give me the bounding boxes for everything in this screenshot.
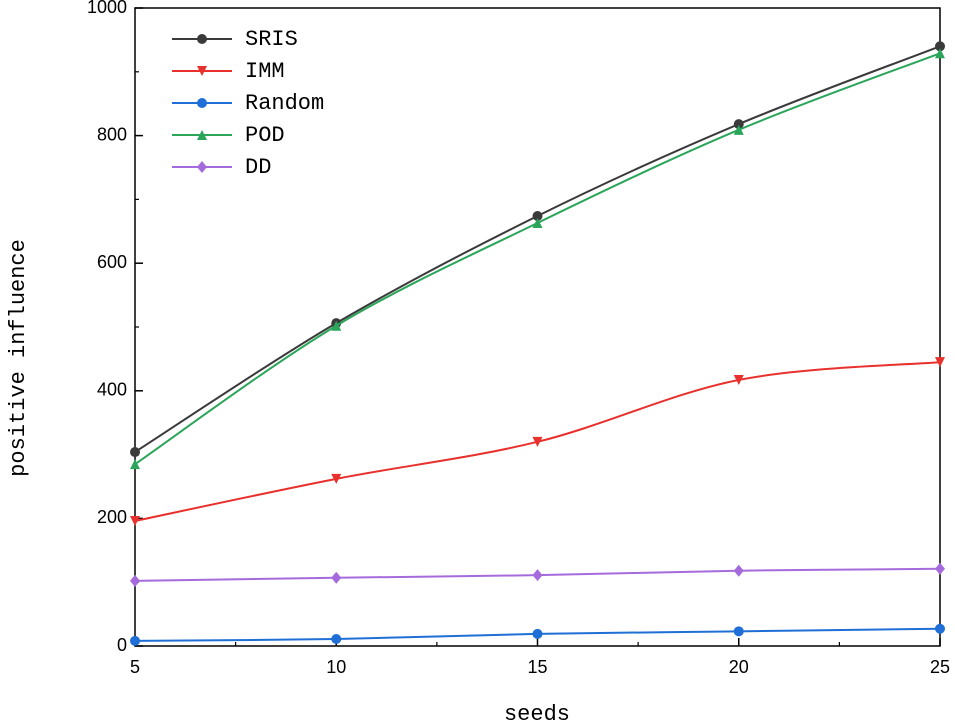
marker	[935, 623, 945, 634]
y-tick-label: 400	[97, 380, 127, 400]
legend-marker	[197, 34, 207, 44]
legend-marker	[197, 66, 207, 76]
x-tick-label: 15	[527, 657, 547, 677]
marker	[532, 628, 543, 639]
marker	[935, 562, 945, 575]
marker	[331, 320, 342, 331]
marker	[935, 357, 945, 368]
marker	[331, 633, 342, 644]
y-tick-label: 600	[97, 252, 127, 272]
x-tick-label: 10	[326, 657, 346, 677]
marker	[532, 436, 543, 447]
legend-label: POD	[245, 123, 285, 148]
y-axis-label: positive influence	[6, 239, 31, 477]
x-tick-label: 5	[130, 657, 140, 677]
marker	[532, 569, 543, 582]
marker	[532, 210, 543, 221]
legend-label: IMM	[245, 59, 285, 84]
marker	[733, 564, 744, 577]
legend-label: SRIS	[245, 27, 298, 52]
y-tick-label: 0	[117, 635, 127, 655]
x-axis-label: seeds	[504, 702, 570, 727]
marker	[130, 447, 140, 458]
marker	[130, 459, 140, 470]
x-tick-label: 20	[729, 657, 749, 677]
marker	[532, 218, 543, 229]
marker	[331, 571, 342, 584]
legend-marker	[197, 130, 207, 140]
x-tick-label: 25	[930, 657, 950, 677]
marker	[130, 574, 140, 587]
marker	[130, 635, 140, 646]
y-tick-label: 800	[97, 124, 127, 144]
y-tick-label: 200	[97, 507, 127, 527]
legend-label: DD	[245, 155, 271, 180]
legend-marker	[197, 98, 207, 108]
marker	[331, 473, 342, 484]
legend-label: Random	[245, 91, 324, 116]
marker	[130, 515, 140, 526]
marker	[935, 41, 945, 52]
legend-marker	[197, 161, 207, 173]
marker	[733, 626, 744, 637]
marker	[733, 119, 744, 130]
y-tick-label: 1000	[87, 0, 127, 17]
marker	[935, 48, 945, 59]
marker	[733, 374, 744, 385]
marker	[733, 124, 744, 135]
